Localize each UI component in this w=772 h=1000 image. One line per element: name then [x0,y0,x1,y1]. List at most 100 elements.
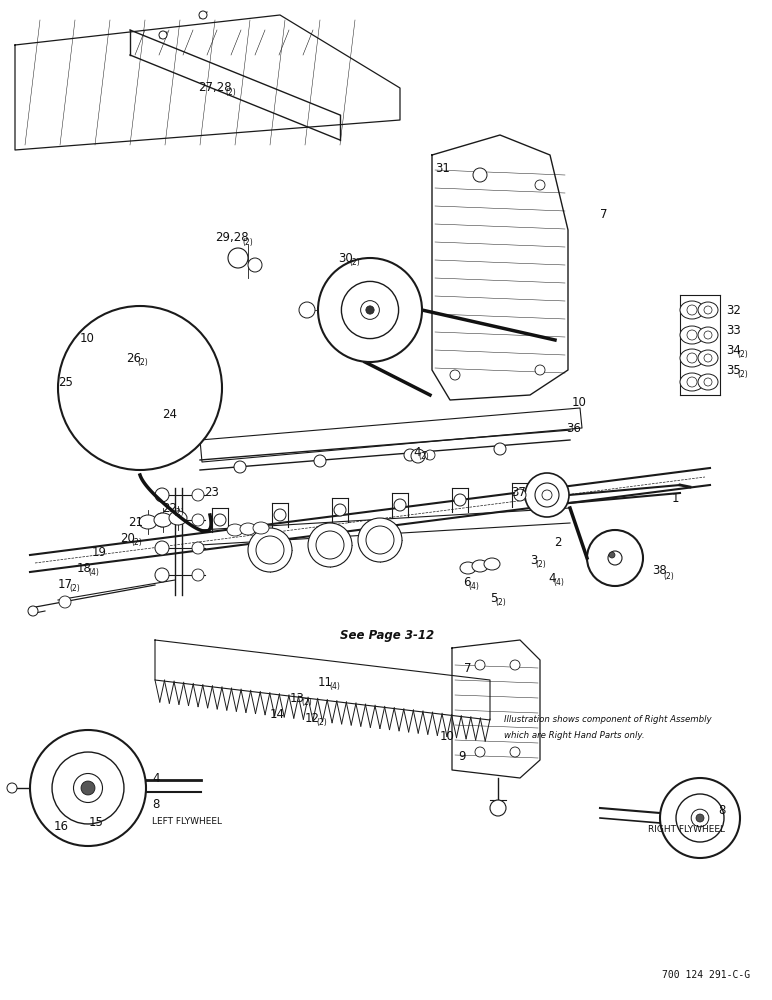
Circle shape [535,365,545,375]
Circle shape [454,494,466,506]
Circle shape [473,168,487,182]
Circle shape [28,606,38,616]
Text: 20: 20 [120,532,135,544]
Circle shape [155,568,169,582]
Text: 15: 15 [89,816,104,828]
Circle shape [411,449,425,463]
Text: 10: 10 [440,730,455,742]
Text: 35: 35 [726,363,741,376]
Bar [170,368,186,388]
Circle shape [535,483,559,507]
Text: 17: 17 [58,578,73,590]
Ellipse shape [484,558,500,570]
Circle shape [73,774,103,802]
Circle shape [234,461,246,473]
Text: 4: 4 [413,446,421,458]
Circle shape [510,660,520,670]
Ellipse shape [680,301,704,319]
Circle shape [192,569,204,581]
Text: 22: 22 [162,502,177,514]
Circle shape [687,353,697,363]
Text: 7: 7 [600,209,608,222]
Circle shape [308,523,352,567]
Circle shape [609,552,615,558]
Text: 34: 34 [726,344,741,357]
Text: 30: 30 [338,251,353,264]
Text: 24: 24 [162,408,177,422]
Text: 3: 3 [530,554,537,566]
Text: (2): (2) [316,718,327,728]
Text: (2): (2) [349,258,360,267]
Circle shape [394,499,406,511]
Circle shape [514,489,526,501]
Text: Illustration shows component of Right Assembly: Illustration shows component of Right As… [504,716,712,724]
Circle shape [687,377,697,387]
Text: 8: 8 [718,804,726,818]
Text: (2): (2) [663,572,674,580]
Text: 700 124 291-C-G: 700 124 291-C-G [662,970,750,980]
Ellipse shape [227,524,243,536]
Text: RIGHT FLYWHEEL: RIGHT FLYWHEEL [648,826,725,834]
Ellipse shape [472,560,488,572]
Circle shape [299,302,315,318]
Text: 16: 16 [54,820,69,832]
Circle shape [676,794,724,842]
Text: 7: 7 [464,662,472,674]
Ellipse shape [698,327,718,343]
Circle shape [542,490,552,500]
Circle shape [316,531,344,559]
Text: 27,28: 27,28 [198,82,232,95]
Circle shape [535,180,545,190]
Text: 29,28: 29,28 [215,232,249,244]
Circle shape [274,509,286,521]
Circle shape [366,526,394,554]
Circle shape [358,518,402,562]
Circle shape [366,306,374,314]
Circle shape [510,747,520,757]
Circle shape [341,281,398,339]
Circle shape [660,778,740,858]
Circle shape [228,248,248,268]
Circle shape [704,378,712,386]
Circle shape [7,783,17,793]
Ellipse shape [154,513,172,527]
Circle shape [475,747,485,757]
Circle shape [159,31,167,39]
Circle shape [587,530,643,586]
Text: (2): (2) [137,359,147,367]
Text: (2): (2) [737,351,748,360]
Ellipse shape [460,562,476,574]
Ellipse shape [680,326,704,344]
Text: (2): (2) [536,560,547,570]
Circle shape [314,455,326,467]
Circle shape [192,489,204,501]
Circle shape [475,660,485,670]
Circle shape [52,752,124,824]
Circle shape [192,514,204,526]
Circle shape [608,551,622,565]
Circle shape [525,473,569,517]
Circle shape [248,528,292,572]
Circle shape [155,513,169,527]
Text: 33: 33 [726,324,741,336]
Text: 13: 13 [290,692,305,704]
Text: 36: 36 [566,422,581,434]
Ellipse shape [240,523,256,535]
Text: (2): (2) [496,598,506,607]
Circle shape [256,536,284,564]
Text: 31: 31 [435,161,450,174]
Ellipse shape [698,302,718,318]
Circle shape [687,305,697,315]
Circle shape [59,596,71,608]
Text: (4): (4) [88,568,99,578]
Text: 5: 5 [490,591,497,604]
Circle shape [704,354,712,362]
Text: (2): (2) [173,508,184,518]
Ellipse shape [253,522,269,534]
Circle shape [192,542,204,554]
Text: (4): (4) [329,682,340,692]
Text: 21: 21 [128,516,143,528]
Text: 32: 32 [726,304,741,316]
Circle shape [248,258,262,272]
Circle shape [704,306,712,314]
